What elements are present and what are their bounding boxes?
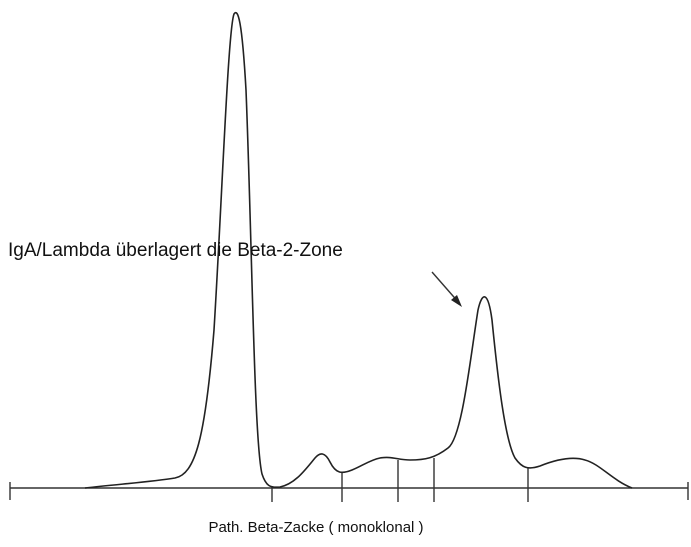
annotation: IgA/Lambda überlagert die Beta-2-Zone bbox=[8, 240, 343, 261]
arrow-head bbox=[451, 295, 462, 307]
caption: Path. Beta-Zacke ( monoklonal ) bbox=[208, 519, 423, 536]
electrophoresis-curve bbox=[84, 11, 633, 489]
